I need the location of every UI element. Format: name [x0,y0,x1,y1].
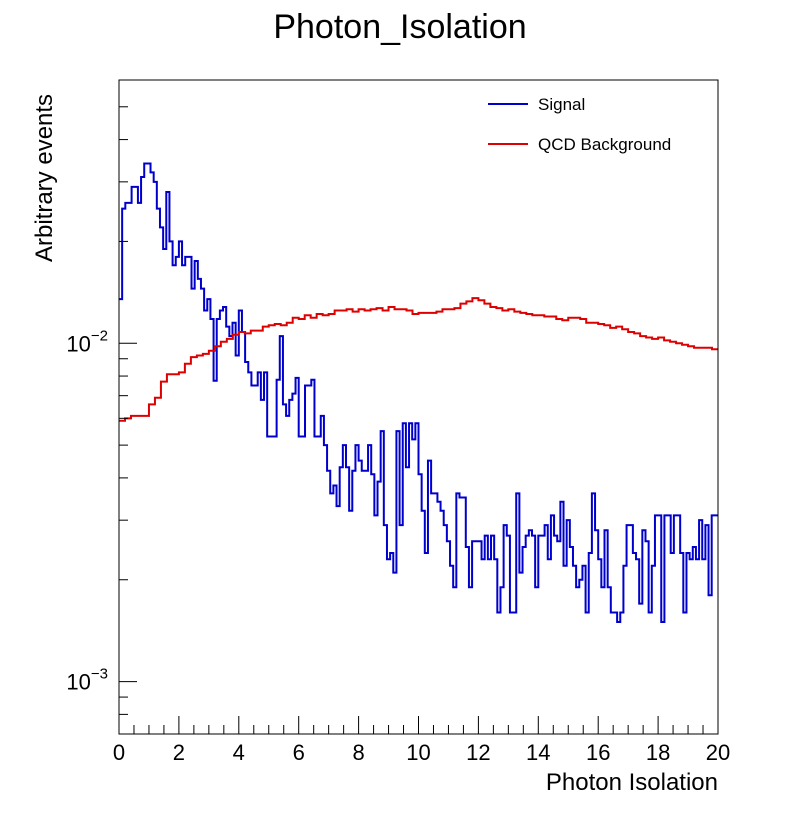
x-tick-label: 16 [586,740,610,765]
x-tick-label: 18 [646,740,670,765]
x-tick-label: 10 [406,740,430,765]
x-tick-label: 8 [352,740,364,765]
x-tick-label: 6 [293,740,305,765]
chart-title: Photon_Isolation [273,8,526,46]
x-tick-label: 14 [526,740,550,765]
legend-label-qcd-background: QCD Background [538,135,671,154]
y-axis-label: Arbitrary events [31,94,58,262]
x-tick-label: 12 [466,740,490,765]
x-tick-label: 4 [233,740,245,765]
series-line-qcd-background [119,297,718,422]
legend: Signal QCD Background [488,95,671,154]
x-axis-label: Photon Isolation [546,769,718,796]
x-tick-label: 20 [706,740,730,765]
series-line-signal [119,162,718,624]
x-tick-label: 0 [113,740,125,765]
y-tick-label: 10−3 [66,666,108,695]
y-tick-label: 10−2 [66,327,108,356]
plot-area: 0 2 4 6 8 10 12 14 16 18 20 10−2 10−3 [66,79,730,765]
x-tick-label: 2 [173,740,185,765]
legend-label-signal: Signal [538,95,585,114]
